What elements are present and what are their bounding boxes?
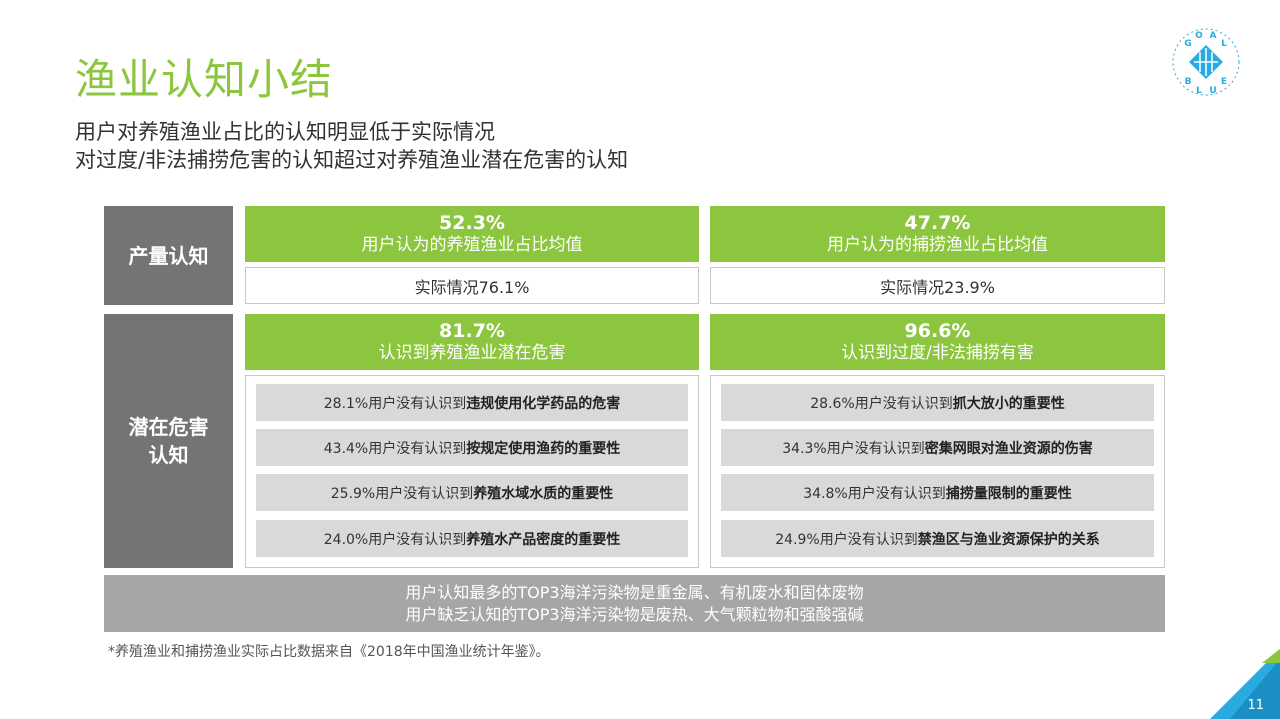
footnote: *养殖渔业和捕捞渔业实际占比数据来自《2018年中国渔业统计年鉴》。 bbox=[108, 644, 550, 660]
logo-letter-l2: L bbox=[1196, 86, 1202, 96]
list-item: 24.0%用户没有认识到 养殖水产品密度的重要性 bbox=[256, 520, 688, 557]
corner-decoration bbox=[1210, 649, 1280, 719]
aquaculture-actual: 实际情况76.1% bbox=[245, 267, 699, 304]
page-title: 渔业认知小结 bbox=[75, 55, 334, 104]
aquaculture-share-header: 52.3% 用户认为的养殖渔业占比均值 bbox=[245, 206, 699, 262]
list-item: 28.6%用户没有认识到 抓大放小的重要性 bbox=[721, 384, 1154, 421]
capture-share-label: 用户认为的捕捞渔业占比均值 bbox=[827, 235, 1048, 255]
overfishing-harm-header: 96.6% 认识到过度/非法捕捞有害 bbox=[710, 314, 1165, 370]
aquaculture-share-label: 用户认为的养殖渔业占比均值 bbox=[361, 235, 583, 255]
item-prefix: 43.4%用户没有认识到 bbox=[323, 440, 467, 457]
capture-share-header: 47.7% 用户认为的捕捞渔业占比均值 bbox=[710, 206, 1165, 262]
category-harm-awareness: 潜在危害 认知 bbox=[104, 314, 233, 568]
aquaculture-harm-percent: 81.7% bbox=[439, 320, 505, 342]
item-emphasis: 密集网眼对渔业资源的伤害 bbox=[924, 440, 1093, 457]
list-item: 34.3%用户没有认识到 密集网眼对渔业资源的伤害 bbox=[721, 429, 1154, 466]
aquaculture-share-percent: 52.3% bbox=[439, 212, 505, 234]
item-prefix: 24.0%用户没有认识到 bbox=[323, 531, 467, 548]
logo-letter-u: U bbox=[1209, 86, 1216, 96]
capture-actual: 实际情况23.9% bbox=[710, 267, 1165, 304]
capture-share-percent: 47.7% bbox=[904, 212, 971, 234]
item-prefix: 25.9%用户没有认识到 bbox=[330, 485, 474, 502]
item-prefix: 28.1%用户没有认识到 bbox=[323, 395, 467, 412]
logo-letter-e: E bbox=[1221, 77, 1227, 87]
list-item: 25.9%用户没有认识到 养殖水域水质的重要性 bbox=[256, 474, 688, 511]
list-item: 28.1%用户没有认识到 违规使用化学药品的危害 bbox=[256, 384, 688, 421]
item-emphasis: 按规定使用渔药的重要性 bbox=[466, 440, 621, 457]
list-item: 34.8%用户没有认识到 捕捞量限制的重要性 bbox=[721, 474, 1154, 511]
aquaculture-harm-list: 28.1%用户没有认识到 违规使用化学药品的危害 43.4%用户没有认识到 按规定使… bbox=[245, 375, 699, 568]
logo-letter-a: A bbox=[1210, 31, 1217, 41]
list-item: 43.4%用户没有认识到 按规定使用渔药的重要性 bbox=[256, 429, 688, 466]
logo-letter-o: O bbox=[1195, 31, 1203, 41]
category-harm-line-2: 认知 bbox=[148, 443, 189, 467]
aquaculture-harm-header: 81.7% 认识到养殖渔业潜在危害 bbox=[245, 314, 699, 370]
category-harm-line-1: 潜在危害 bbox=[128, 415, 209, 439]
pollutant-summary: 用户认知最多的TOP3海洋污染物是重金属、有机废水和固体废物 用户缺乏认知的TO… bbox=[104, 575, 1165, 632]
page-number: 11 bbox=[1247, 698, 1264, 713]
overfishing-harm-list: 28.6%用户没有认识到 抓大放小的重要性 34.3%用户没有认识到 密集网眼对渔业… bbox=[710, 375, 1165, 568]
item-emphasis: 养殖水产品密度的重要性 bbox=[466, 531, 621, 548]
subtitle-line-1: 用户对养殖渔业占比的认知明显低于实际情况 bbox=[75, 120, 495, 144]
goal-blue-logo: G O A L B L U E bbox=[1172, 28, 1240, 96]
item-emphasis: 捕捞量限制的重要性 bbox=[945, 485, 1072, 502]
page-subtitle: 用户对养殖渔业占比的认知明显低于实际情况 对过度/非法捕捞危害的认知超过对养殖渔… bbox=[75, 118, 628, 174]
subtitle-line-2: 对过度/非法捕捞危害的认知超过对养殖渔业潜在危害的认知 bbox=[75, 148, 629, 172]
overfishing-harm-percent: 96.6% bbox=[904, 320, 971, 342]
item-prefix: 34.3%用户没有认识到 bbox=[782, 440, 925, 457]
logo-letter-b: B bbox=[1185, 77, 1192, 87]
summary-line-2: 用户缺乏认知的TOP3海洋污染物是废热、大气颗粒物和强酸强碱 bbox=[405, 604, 864, 624]
list-item: 24.9%用户没有认识到 禁渔区与渔业资源保护的关系 bbox=[721, 520, 1154, 557]
item-emphasis: 禁渔区与渔业资源保护的关系 bbox=[917, 531, 1100, 548]
logo-letter-g: G bbox=[1184, 39, 1191, 49]
item-emphasis: 抓大放小的重要性 bbox=[952, 395, 1065, 412]
item-prefix: 28.6%用户没有认识到 bbox=[810, 395, 953, 412]
overfishing-harm-label: 认识到过度/非法捕捞有害 bbox=[841, 343, 1034, 363]
item-prefix: 24.9%用户没有认识到 bbox=[775, 531, 918, 548]
item-prefix: 34.8%用户没有认识到 bbox=[803, 485, 946, 502]
item-emphasis: 违规使用化学药品的危害 bbox=[466, 395, 621, 412]
logo-letter-l: L bbox=[1221, 39, 1227, 49]
aquaculture-harm-label: 认识到养殖渔业潜在危害 bbox=[378, 343, 566, 363]
summary-line-1: 用户认知最多的TOP3海洋污染物是重金属、有机废水和固体废物 bbox=[405, 582, 864, 602]
category-production-awareness: 产量认知 bbox=[104, 206, 233, 305]
item-emphasis: 养殖水域水质的重要性 bbox=[473, 485, 614, 502]
